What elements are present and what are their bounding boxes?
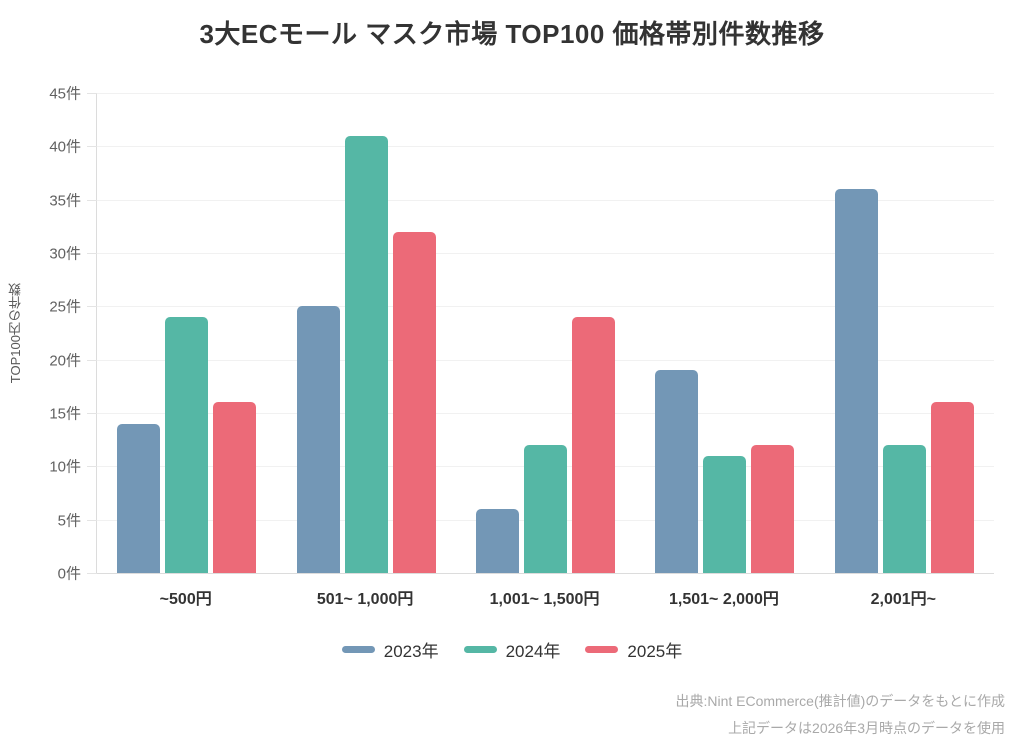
x-axis-label: 2,001円~	[870, 591, 937, 608]
legend-item-2025年[interactable]: 2025年	[585, 637, 682, 662]
bar-series-1[interactable]	[117, 423, 161, 573]
y-axis-title-text: TOP100内の件数	[8, 282, 23, 384]
gridline	[97, 359, 994, 361]
y-tick-mark	[87, 93, 97, 94]
gridline	[97, 412, 994, 414]
bar-series-2[interactable]	[344, 135, 388, 573]
bar-series-1[interactable]	[476, 509, 520, 573]
y-tick-label: 35件	[49, 192, 81, 210]
y-tick-label: 0件	[57, 565, 81, 583]
gridline	[97, 306, 994, 308]
y-tick-mark	[87, 519, 97, 521]
y-tick-mark	[87, 466, 97, 468]
bar-series-2[interactable]	[524, 445, 568, 573]
x-axis-labels: ~500円 501~ 1,000円 1,001~ 1,500円 1,501~ 2,00…	[96, 585, 993, 609]
y-tick-label: 10件	[49, 458, 81, 476]
y-tick-mark	[87, 199, 97, 201]
bar-group	[97, 93, 276, 573]
bar-group	[276, 93, 455, 573]
chart-title: 3大ECモール マスク市場 TOP100 価格帯別件数推移	[199, 19, 825, 49]
y-tick-mark	[87, 359, 97, 361]
x-axis-label: ~500円	[159, 591, 212, 608]
bar-group	[815, 93, 994, 573]
y-tick-label: 25件	[49, 298, 81, 316]
bar-series-1[interactable]	[655, 370, 699, 573]
y-axis-title: TOP100内の件数	[6, 93, 25, 573]
y-tick-mark	[87, 146, 97, 148]
legend: 2023年 2024年 2025年	[0, 637, 1024, 662]
gridline	[97, 252, 994, 254]
bar-group	[456, 93, 635, 573]
bar-series-2[interactable]	[165, 317, 209, 573]
legend-label: 2023年	[383, 642, 439, 661]
bar-series-3[interactable]	[930, 402, 974, 573]
source-line-2: 上記データは2026年3月時点のデータを使用	[728, 719, 1005, 736]
bar-series-2[interactable]	[882, 445, 926, 573]
bar-series-3[interactable]	[572, 317, 616, 573]
bar-series-3[interactable]	[213, 402, 257, 573]
gridline	[97, 146, 994, 148]
x-axis-label: 501~ 1,000円	[316, 591, 414, 608]
legend-swatch-icon	[463, 646, 497, 653]
y-tick-label: 20件	[49, 352, 81, 370]
bar-series-3[interactable]	[392, 231, 436, 573]
gridline	[97, 199, 994, 201]
y-tick-label: 45件	[49, 85, 81, 103]
legend-swatch-icon	[585, 646, 619, 653]
bar-groups	[97, 93, 994, 573]
plot-area: 0件 5件 10件 15件 20件 25件 30件 35件 40件 45件	[49, 86, 994, 583]
x-axis-label: 1,501~ 2,000円	[668, 591, 779, 608]
legend-label: 2024年	[505, 642, 561, 661]
legend-swatch-icon	[341, 646, 375, 653]
bar-series-3[interactable]	[751, 445, 795, 573]
y-tick-label: 5件	[57, 512, 81, 530]
bar-group	[635, 93, 814, 573]
y-tick-mark	[87, 412, 97, 414]
bar-series-1[interactable]	[296, 306, 340, 573]
bar-series-2[interactable]	[703, 455, 747, 573]
legend-item-2024年[interactable]: 2024年	[463, 637, 561, 662]
legend-item-2023年[interactable]: 2023年	[341, 637, 439, 662]
y-tick-label: 15件	[49, 405, 81, 423]
x-axis-label: 1,001~ 1,500円	[489, 591, 600, 608]
y-tick-mark	[87, 252, 97, 254]
source-line-1: 出典:Nint ECommerce(推計値)のデータをもとに作成	[675, 693, 1005, 709]
y-tick-mark	[87, 573, 97, 574]
y-tick-mark	[87, 306, 97, 308]
legend-label: 2025年	[627, 642, 683, 661]
y-tick-label: 40件	[49, 138, 81, 156]
source-note: 出典:Nint ECommerce(推計値)のデータをもとに作成 上記データは2…	[675, 688, 1005, 741]
gridline	[97, 93, 994, 94]
y-tick-label: 30件	[49, 245, 81, 263]
bar-series-1[interactable]	[834, 189, 878, 573]
